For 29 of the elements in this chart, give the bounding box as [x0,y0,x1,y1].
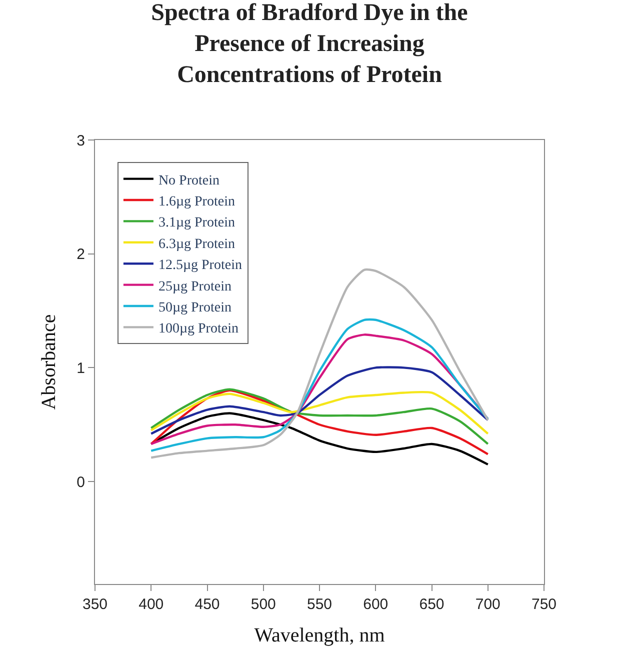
y-tick-label: 0 [76,474,85,491]
line-series [150,318,489,452]
x-tick-label: 500 [250,596,276,613]
line-series [150,388,489,446]
legend-label: 12.5µg Protein [158,258,242,274]
legend-label: No Protein [158,173,220,188]
line-series [150,366,489,435]
y-axis-title: Absorbance [38,314,60,410]
legend-label: 1.6µg Protein [158,194,235,210]
x-tick-label: 550 [306,596,332,613]
legend-label: 6.3µg Protein [158,236,235,252]
x-tick-label: 450 [194,596,220,613]
line-series [150,389,489,456]
x-tick-label: 600 [363,596,388,613]
line-series [150,390,489,435]
x-tick-label: 650 [419,596,444,613]
x-tick-label: 700 [475,596,500,613]
y-tick-label: 1 [76,360,85,377]
chart-title: Spectra of Bradford Dye in the Presence of Increasing Concentrations of Protein [151,0,468,88]
x-axis-title: Wavelength, nm [254,624,386,646]
legend-label: 100µg Protein [158,322,238,337]
y-tick-label: 3 [76,132,85,150]
x-tick-label: 750 [531,596,557,613]
x-tick-label: 400 [138,596,164,613]
x-tick-label: 350 [82,596,108,613]
y-tick-label: 2 [76,246,85,264]
legend-label: 3.1µg Protein [158,216,235,231]
legend-label: 50µg Protein [158,300,232,316]
legend-label: 25µg Protein [158,279,232,294]
